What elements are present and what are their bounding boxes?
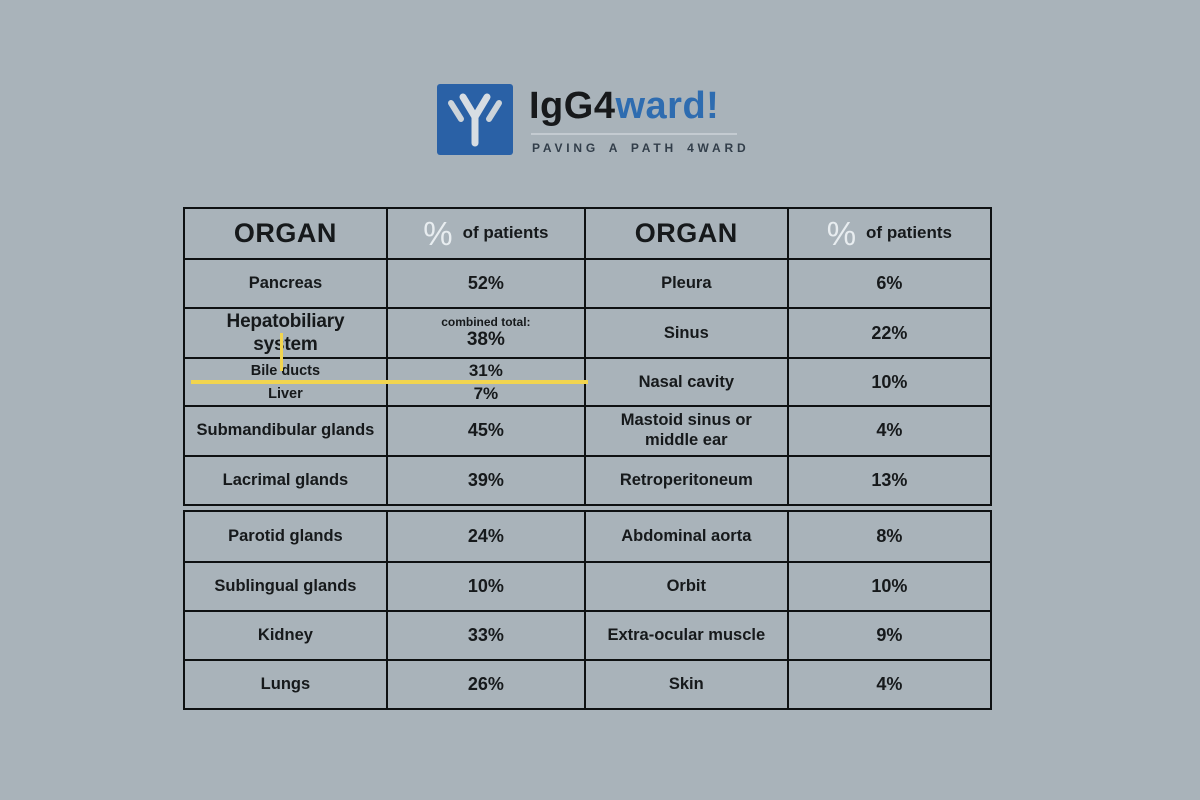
- table-row-hepatobiliary-sinus: Hepatobiliary system combined total: 38%…: [185, 307, 990, 359]
- cell-organ-sinus: Sinus: [586, 309, 789, 359]
- logo-tagline: PAVING A PATH 4WARD: [532, 140, 750, 155]
- cell-value-hepatobiliary: combined total: 38%: [388, 309, 586, 359]
- header-organ-right-label: ORGAN: [634, 218, 738, 249]
- cell-organ-sublingual: Sublingual glands: [185, 563, 388, 610]
- logo-text: IgG4ward! PAVING A PATH 4WARD: [529, 84, 749, 155]
- table-row-parotid-aorta: Parotid glands 24% Abdominal aorta 8%: [185, 512, 990, 561]
- percent-symbol-right: %: [826, 215, 857, 252]
- cell-organ-parotid: Parotid glands: [185, 512, 388, 561]
- value-bile-ducts: 31%: [468, 361, 503, 380]
- cell-organ-abdominal-aorta: Abdominal aorta: [586, 512, 789, 561]
- cell-organ-orbit: Orbit: [586, 563, 789, 610]
- logo-title-accent: ward!: [615, 85, 720, 127]
- table-row-lacrimal-retroperitoneum: Lacrimal glands 39% Retroperitoneum 13%: [185, 455, 990, 504]
- table-row-lungs-skin: Lungs 26% Skin 4%: [185, 659, 990, 708]
- cell-value-skin: 4%: [876, 673, 903, 694]
- percent-symbol-left: %: [423, 215, 453, 252]
- cell-organ-lungs: Lungs: [185, 661, 388, 708]
- logo-title: IgG4ward!: [529, 85, 749, 128]
- logo: IgG4ward! PAVING A PATH 4WARD: [437, 84, 749, 155]
- cell-value-mastoid: 4%: [876, 420, 903, 441]
- value-liver: 7%: [473, 383, 499, 403]
- table-row-submandibular-mastoid: Submandibular glands 45% Mastoid sinus o…: [185, 405, 990, 455]
- label-bile-ducts: Bile ducts: [250, 362, 321, 379]
- cell-organ-pleura: Pleura: [586, 260, 789, 307]
- yellow-connector-line: [280, 333, 283, 371]
- table-section-top: ORGAN % of patients ORGAN % of patients …: [183, 207, 992, 506]
- header-organ-right: ORGAN: [586, 209, 789, 258]
- table-row-pancreas-pleura: Pancreas 52% Pleura 6%: [185, 258, 990, 307]
- combined-total-note: combined total:: [441, 315, 531, 330]
- cell-organ-mastoid: Mastoid sinus or middle ear: [586, 407, 789, 455]
- cell-organ-submandibular: Submandibular glands: [185, 407, 388, 455]
- cell-value-extraocular-muscle: 9%: [876, 624, 903, 645]
- table-row-sublingual-orbit: Sublingual glands 10% Orbit 10%: [185, 561, 990, 610]
- yellow-divider-line: [191, 380, 588, 384]
- cell-value-lacrimal: 39%: [388, 457, 586, 504]
- cell-value-retroperitoneum: 13%: [871, 469, 908, 490]
- label-liver: Liver: [268, 385, 303, 402]
- table-row-bileducts-liver-nasalcavity: Bile ducts Liver 31% 7% Nasal cavity 10%: [185, 357, 990, 407]
- logo-title-dark: IgG4: [529, 85, 616, 127]
- cell-value-pancreas: 52%: [388, 260, 586, 307]
- cell-organ-skin: Skin: [586, 661, 789, 708]
- header-organ-left: ORGAN: [185, 209, 388, 258]
- table-section-bottom: Parotid glands 24% Abdominal aorta 8% Su…: [183, 510, 992, 710]
- cell-value-abdominal-aorta: 8%: [876, 525, 903, 546]
- logo-divider: [531, 132, 737, 135]
- cell-value-sinus: 22%: [871, 323, 908, 343]
- cell-organ-retroperitoneum: Retroperitoneum: [586, 457, 789, 504]
- cell-organ-lacrimal: Lacrimal glands: [185, 457, 388, 504]
- cell-value-kidney: 33%: [388, 612, 586, 659]
- header-patients-left: % of patients: [388, 209, 586, 258]
- header-patients-left-label: of patients: [462, 223, 549, 243]
- organ-involvement-table: ORGAN % of patients ORGAN % of patients …: [183, 207, 992, 710]
- antibody-icon: [437, 84, 513, 155]
- cell-value-sublingual: 10%: [388, 563, 586, 610]
- cell-organ-nasal-cavity: Nasal cavity: [586, 359, 789, 407]
- cell-value-submandibular: 45%: [388, 407, 586, 455]
- cell-value-orbit: 10%: [871, 575, 908, 596]
- table-header-row: ORGAN % of patients ORGAN % of patients: [185, 209, 990, 258]
- cell-organ-hepatobiliary: Hepatobiliary system: [185, 309, 388, 359]
- table-row-kidney-extraocular: Kidney 33% Extra-ocular muscle 9%: [185, 610, 990, 659]
- cell-value-parotid: 24%: [388, 512, 586, 561]
- cell-organ-extraocular-muscle: Extra-ocular muscle: [586, 612, 789, 659]
- header-patients-right-label: of patients: [866, 223, 952, 243]
- cell-organ-pancreas: Pancreas: [185, 260, 388, 307]
- cell-value-nasal-cavity: 10%: [871, 372, 908, 393]
- cell-organ-kidney: Kidney: [185, 612, 388, 659]
- cell-value-lungs: 26%: [388, 661, 586, 708]
- header-organ-left-label: ORGAN: [233, 218, 337, 249]
- cell-value-pleura: 6%: [876, 272, 903, 293]
- header-patients-right: % of patients: [789, 209, 990, 258]
